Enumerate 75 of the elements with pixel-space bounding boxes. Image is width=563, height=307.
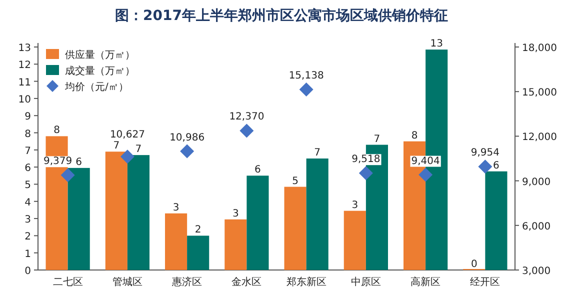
data-label: 0 <box>470 259 478 270</box>
y-tick-label: 3 <box>24 214 31 226</box>
y-tick-label: 11 <box>18 77 31 88</box>
data-label: 8 <box>411 130 418 142</box>
point <box>240 124 254 138</box>
data-label: 7 <box>135 144 142 156</box>
bar <box>224 219 247 270</box>
data-label: 10,627 <box>110 130 145 141</box>
y-tick-label: 9 <box>24 112 31 123</box>
data-label: 2 <box>194 224 202 236</box>
x-tick-label: 中原区 <box>350 276 381 288</box>
bar <box>187 236 210 270</box>
data-label: 9,954 <box>470 148 500 159</box>
y-tick-label: 4 <box>24 197 31 208</box>
data-label: 9,518 <box>352 154 380 166</box>
y2-tick-label: 15,000 <box>522 88 557 99</box>
data-label: 8 <box>54 125 60 136</box>
data-label: 15,138 <box>288 70 324 82</box>
y2-tick-label: 3,000 <box>522 266 551 277</box>
data-label: 7 <box>113 140 120 152</box>
x-tick-label: 郑东新区 <box>286 276 326 288</box>
x-tick-label: 二七区 <box>52 276 83 288</box>
y-tick-label: 7 <box>24 146 31 157</box>
point <box>180 144 194 158</box>
data-label: 13 <box>430 38 443 50</box>
bar <box>306 158 328 270</box>
legend-label: 成交量（万㎡） <box>65 65 135 77</box>
data-label: 9,404 <box>411 156 440 167</box>
point <box>120 150 134 164</box>
y-tick-label: 12 <box>18 60 31 72</box>
y2-tick-label: 6,000 <box>522 221 551 232</box>
y-tick-label: 5 <box>24 180 31 192</box>
point <box>60 168 75 182</box>
bar <box>284 186 306 270</box>
y-tick-label: 13 <box>18 43 31 54</box>
data-label: 12,370 <box>229 112 264 123</box>
data-label: 5 <box>292 176 298 187</box>
y2-tick-label: 9,000 <box>522 176 551 188</box>
y-tick-label: 2 <box>24 232 31 243</box>
y2-tick-label: 12,000 <box>522 132 557 144</box>
point <box>299 82 314 97</box>
data-label: 9,379 <box>43 156 72 168</box>
data-label: 7 <box>374 134 380 145</box>
y-tick-label: 1 <box>24 248 31 260</box>
y-tick-label: 8 <box>24 128 31 140</box>
point <box>478 160 492 174</box>
bar <box>344 210 366 270</box>
y-tick-label: 0 <box>24 266 31 277</box>
data-label: 3 <box>172 202 180 214</box>
legend-label: 供应量（万㎡） <box>65 49 135 61</box>
point <box>358 166 373 180</box>
x-tick-label: 经开区 <box>470 276 500 288</box>
x-tick-label: 金水区 <box>232 276 262 288</box>
y-tick-label: 6 <box>24 163 31 174</box>
data-label: 7 <box>314 148 321 158</box>
bar <box>485 171 508 270</box>
y-tick-label: 10 <box>18 94 31 106</box>
y2-tick-label: 18,000 <box>522 43 557 54</box>
legend-label: 均价（元/㎡） <box>64 81 128 93</box>
data-label: 6 <box>76 156 82 168</box>
bar <box>105 152 128 270</box>
x-tick-label: 惠济区 <box>171 276 202 288</box>
point <box>418 168 433 182</box>
data-label: 6 <box>254 164 261 176</box>
bar <box>127 155 150 270</box>
bar <box>68 168 90 270</box>
bar <box>246 176 269 270</box>
x-tick-label: 高新区 <box>410 276 441 288</box>
data-label: 6 <box>493 160 500 172</box>
bar <box>165 213 188 270</box>
data-label: 10,986 <box>170 132 205 144</box>
x-tick-label: 管城区 <box>112 276 142 288</box>
chart-title: 图：2017年上半年郑州市区公寓市场区域供销价特征 <box>115 7 448 24</box>
data-label: 3 <box>352 200 358 211</box>
data-label: 3 <box>232 208 239 220</box>
